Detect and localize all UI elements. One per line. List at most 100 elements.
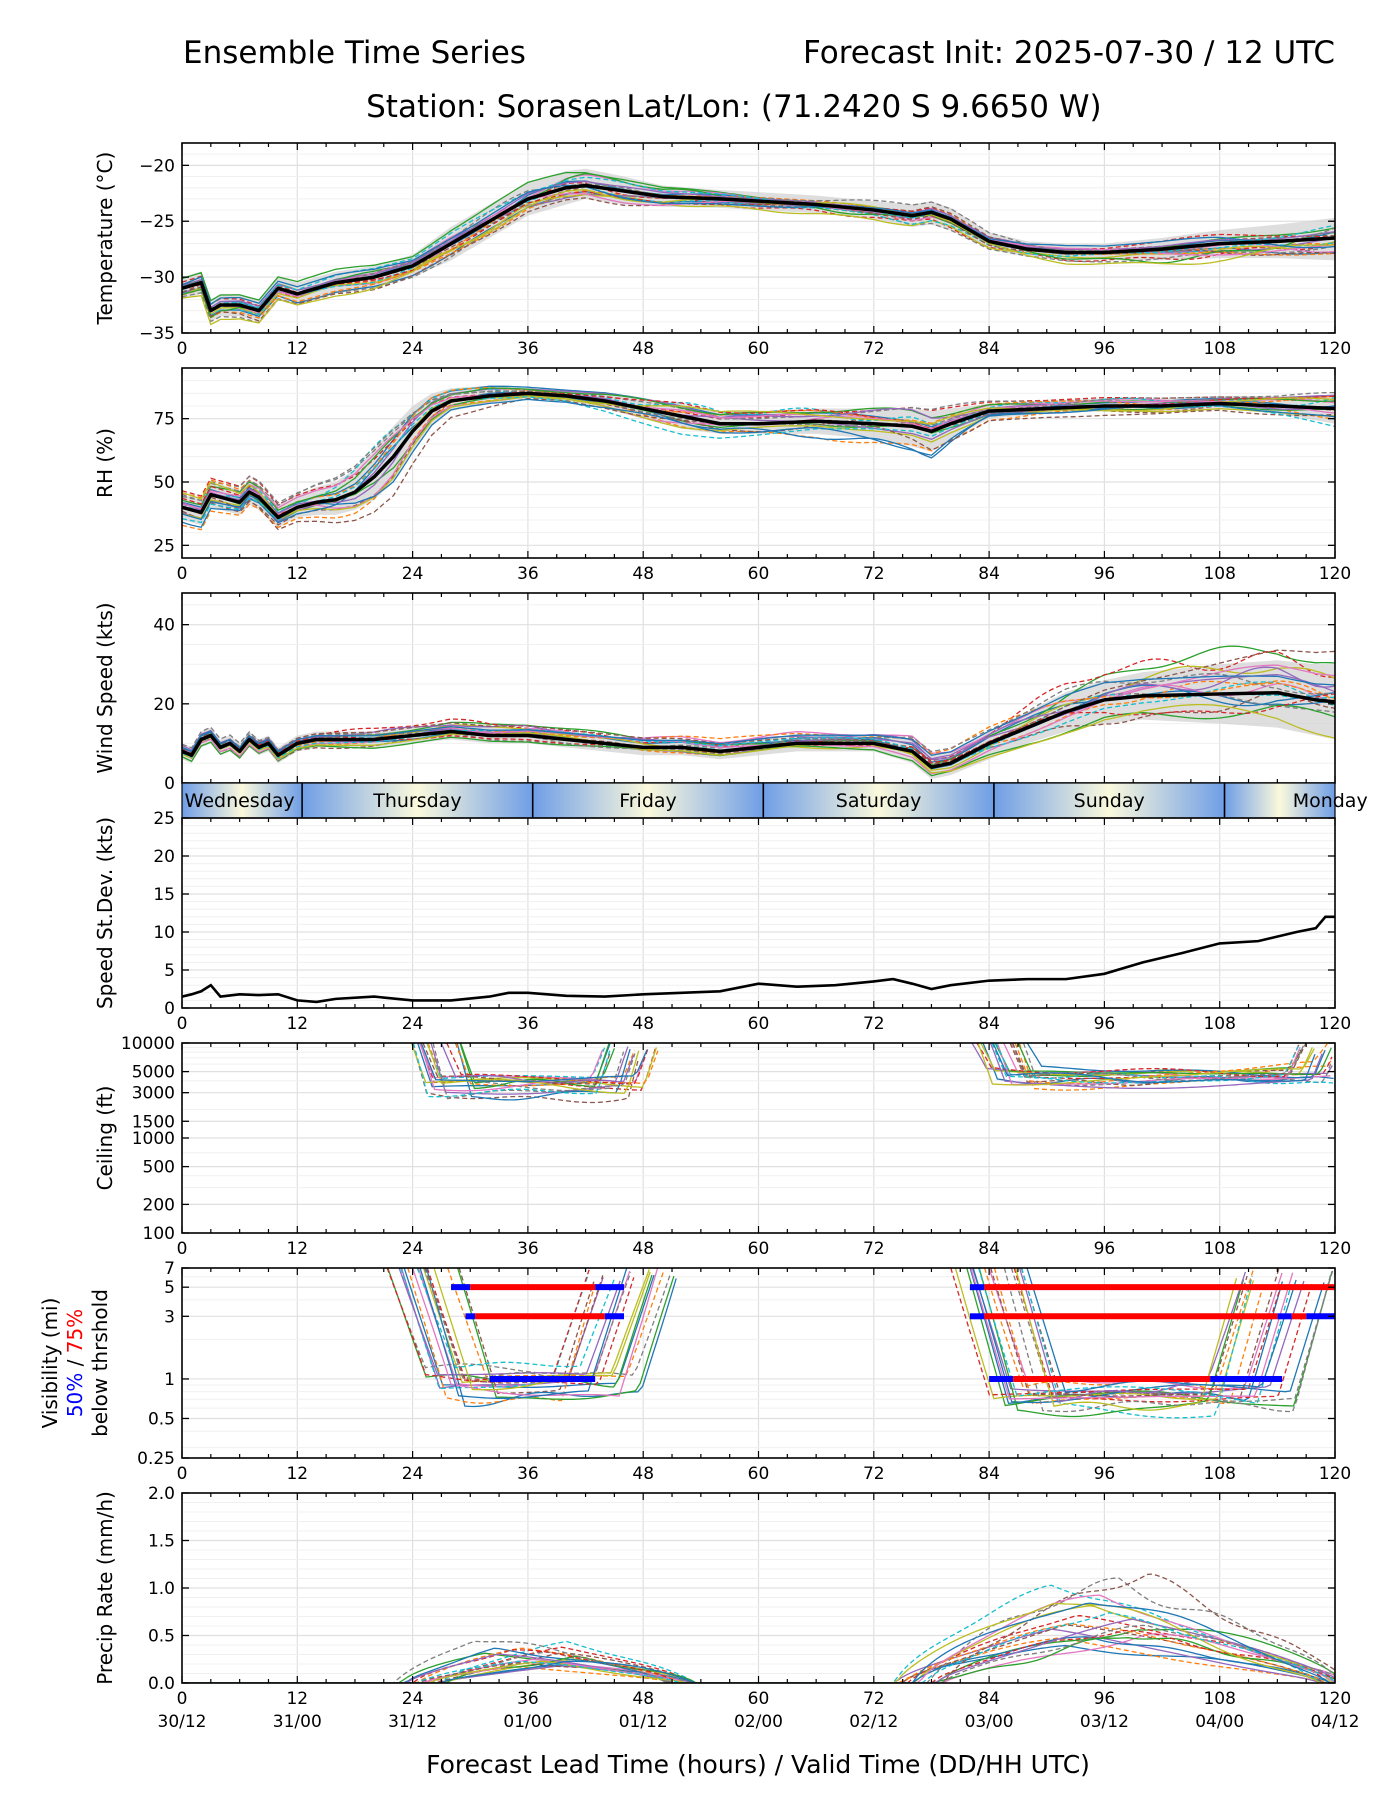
ceiling-member-line: [420, 1043, 648, 1083]
temperature-member-line: [182, 176, 1335, 311]
speed_stdev-ytick-label: 0: [164, 999, 175, 1019]
visibility-member-line: [425, 1268, 677, 1408]
precip-member-line: [182, 1633, 1335, 1683]
wind_speed-ytick-label: 0: [164, 774, 175, 794]
ceiling-xtick-label: 84: [978, 1239, 1000, 1259]
visibility-grid: [181, 1267, 1336, 1459]
ceiling-frame: [181, 1042, 1336, 1234]
visibility-xtick-label: 36: [517, 1464, 539, 1484]
speed_stdev-xtick-label: 60: [748, 1014, 770, 1034]
valid-time-label: 01/00: [503, 1712, 552, 1732]
relative_humidity-member-line: [182, 387, 1335, 513]
ceiling-ytick-label: 5000: [132, 1063, 175, 1083]
ceiling-xtick-label: 0: [177, 1239, 188, 1259]
temperature-xtick-label: 60: [748, 339, 770, 359]
relative_humidity-xtick-label: 36: [517, 564, 539, 584]
temperature-xtick-label: 72: [863, 339, 885, 359]
relative_humidity-xtick-label: 84: [978, 564, 1000, 584]
ceiling-ytick-label: 500: [143, 1158, 175, 1178]
speed_stdev-ylabel: Speed St.Dev. (kts): [93, 817, 117, 1009]
precip-member-line: [182, 1618, 1335, 1683]
precip-member-line: [182, 1624, 1335, 1683]
relative_humidity-member-line: [182, 390, 1335, 516]
wind_speed-ytick-label: 20: [153, 695, 175, 715]
precip-member-line: [182, 1628, 1335, 1683]
relative_humidity-xtick-label: 96: [1094, 564, 1116, 584]
precip-member-line: [182, 1573, 1335, 1683]
relative_humidity-xtick-label: 60: [748, 564, 770, 584]
visibility-member-line: [386, 1268, 672, 1376]
wind_speed-member-line: [182, 703, 1335, 774]
wind_speed-member-line: [182, 692, 1335, 768]
visibility-member-line: [457, 1268, 675, 1400]
precip_rate-ytick-label: 1.0: [148, 1579, 175, 1599]
precip_rate-panel: 0.0 0.5 1.0 1.5 2.0 0 12 24 36 48 60 72 84 96 108 120 Pr…: [93, 1484, 1360, 1732]
ceiling-plot-area: [410, 1043, 1334, 1104]
figure-title-left: Ensemble Time Series: [183, 35, 526, 71]
temperature-xtick-label: 36: [517, 339, 539, 359]
x-axis-label: Forecast Lead Time (hours) / Valid Time …: [426, 1750, 1090, 1779]
wind_speed-member-line: [182, 690, 1335, 764]
ceiling-xtick-label: 108: [1203, 1239, 1235, 1259]
relative_humidity-xtick-label: 120: [1319, 564, 1351, 584]
ceiling-member-line: [977, 1043, 1315, 1086]
visibility-plot-area: [386, 1268, 1335, 1419]
speed_stdev-xtick-label: 12: [286, 1014, 308, 1034]
wind_speed-member-line: [182, 645, 1335, 766]
ceiling-member-line: [991, 1043, 1334, 1085]
visibility-member-line: [416, 1268, 615, 1369]
wind_speed-member-line: [182, 649, 1335, 766]
relative_humidity-plot-area: [182, 385, 1335, 531]
valid-time-label: 03/12: [1080, 1712, 1129, 1732]
visibility-xtick-label: 60: [748, 1464, 770, 1484]
speed-stdev-line: [182, 915, 1335, 1004]
valid-time-label: 04/12: [1311, 1712, 1360, 1732]
precip_rate-frame: [181, 1492, 1336, 1684]
temperature-ytick-label: −20: [139, 156, 175, 176]
valid-time-label: 30/12: [158, 1712, 207, 1732]
ceiling-member-line: [432, 1043, 636, 1100]
temperature-xtick-label: 96: [1094, 339, 1116, 359]
temperature-member-line: [182, 197, 1335, 322]
visibility-xtick-label: 120: [1319, 1464, 1351, 1484]
temperature-xtick-label: 108: [1203, 339, 1235, 359]
valid-time-label: 31/12: [388, 1712, 437, 1732]
ceiling-ytick-label: 1000: [132, 1129, 175, 1149]
relative_humidity-member-line: [182, 393, 1335, 510]
visibility-xtick-label: 0: [177, 1464, 188, 1484]
relative_humidity-ytick-label: 50: [153, 473, 175, 493]
relative_humidity-xtick-label: 72: [863, 564, 885, 584]
precip_rate-xtick-label: 84: [978, 1689, 1000, 1709]
speed_stdev-panel: 0 5 10 15 20 25 0 12 24 36 48 60 72 84 96 108 120 Speed S…: [93, 809, 1351, 1034]
precip-member-line: [182, 1602, 1335, 1683]
speed_stdev-xtick-label: 120: [1319, 1014, 1351, 1034]
speed_stdev-ytick-label: 20: [153, 847, 175, 867]
speed_stdev-xtick-label: 72: [863, 1014, 885, 1034]
ceiling-member-line: [426, 1043, 606, 1080]
temperature-member-line: [182, 186, 1335, 317]
precip_rate-ytick-label: 1.5: [148, 1532, 175, 1552]
precip_rate-xtick-label: 36: [517, 1689, 539, 1709]
visibility-member-line: [1014, 1268, 1238, 1411]
visibility-xtick-label: 72: [863, 1464, 885, 1484]
temperature-member-line: [182, 184, 1335, 306]
temperature-member-line: [182, 184, 1335, 319]
temperature-ylabel: Temperature (°C): [93, 152, 117, 326]
station-latlon: Lat/Lon: (71.2420 S 9.6650 W): [626, 89, 1101, 125]
precip_rate-xtick-label: 24: [402, 1689, 424, 1709]
speed_stdev-ytick-label: 25: [153, 809, 175, 829]
ceiling-xtick-label: 48: [632, 1239, 654, 1259]
precip-member-line: [182, 1584, 1335, 1683]
valid-time-label: 01/12: [619, 1712, 668, 1732]
temperature-ytick-label: −30: [139, 268, 175, 288]
relative_humidity-ensemble-mean: [182, 391, 1335, 520]
ceiling-xtick-label: 24: [402, 1239, 424, 1259]
visibility-xtick-label: 12: [286, 1464, 308, 1484]
ceiling-member-line: [992, 1043, 1316, 1083]
visibility-pct-separator: /: [63, 1353, 87, 1372]
precip-member-line: [182, 1615, 1335, 1683]
relative_humidity-ytick-label: 25: [153, 536, 175, 556]
ceiling-ytick-label: 200: [143, 1195, 175, 1215]
precip_rate-xtick-label: 108: [1203, 1689, 1235, 1709]
